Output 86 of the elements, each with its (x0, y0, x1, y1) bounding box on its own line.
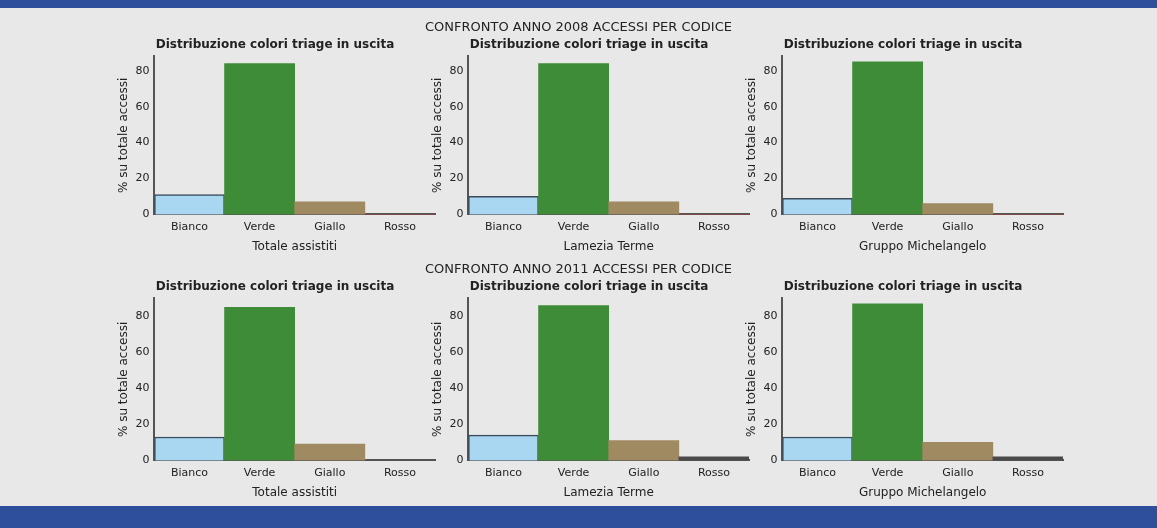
y-tick-label: 0 (141, 453, 149, 467)
y-tick-label: 80 (448, 63, 463, 77)
chart-title: Distribuzione colori triage in uscita (155, 37, 394, 52)
x-axis-title: Gruppo Michelangelo (858, 484, 986, 499)
bar (223, 307, 295, 461)
y-tick-label: 80 (762, 63, 777, 77)
y-tick-label: 20 (448, 171, 463, 185)
x-tick-label: Rosso (383, 219, 416, 233)
x-tick-label: Bianco (170, 219, 208, 233)
y-axis-title: % su totale accessi (115, 321, 130, 438)
y-axis-title: % su totale accessi (743, 77, 758, 194)
x-tick-label: Rosso (1011, 219, 1044, 233)
bar (921, 442, 993, 461)
x-tick-label: Giallo (313, 219, 346, 233)
bar (537, 305, 609, 461)
x-tick-label: Verde (243, 465, 276, 479)
y-tick-label: 40 (762, 381, 777, 395)
x-tick-label: Rosso (697, 219, 730, 233)
x-axis-title: Lamezia Terme (563, 484, 654, 499)
y-tick-label: 40 (448, 135, 463, 149)
y-tick-label: 60 (134, 345, 149, 359)
x-tick-label: Bianco (798, 219, 836, 233)
x-tick-label: Rosso (1011, 465, 1044, 479)
y-tick-label: 80 (448, 309, 463, 323)
y-axis-title: % su totale accessi (115, 77, 130, 194)
y-tick-label: 20 (134, 417, 149, 431)
bar (607, 440, 679, 461)
y-axis-title: % su totale accessi (429, 321, 444, 438)
y-tick-label: 60 (134, 99, 149, 113)
bar (293, 201, 365, 215)
text: CONFRONTO ANNO 2011 ACCESSI PER CODICE (425, 261, 732, 276)
y-tick-label: 0 (141, 207, 149, 221)
x-tick-label: Giallo (627, 219, 660, 233)
chart-title: Distribuzione colori triage in uscita (155, 279, 394, 294)
y-tick-label: 60 (448, 99, 463, 113)
y-tick-label: 20 (134, 171, 149, 185)
x-tick-label: Giallo (313, 465, 346, 479)
y-tick-label: 60 (762, 99, 777, 113)
y-tick-label: 40 (134, 381, 149, 395)
y-tick-label: 60 (762, 345, 777, 359)
x-tick-label: Verde (871, 465, 904, 479)
y-tick-label: 80 (134, 309, 149, 323)
y-tick-label: 80 (134, 63, 149, 77)
bar (537, 63, 609, 215)
y-tick-label: 40 (448, 381, 463, 395)
chart-title: Distribuzione colori triage in uscita (783, 279, 1022, 294)
x-tick-label: Verde (871, 219, 904, 233)
x-tick-label: Bianco (484, 465, 522, 479)
y-axis-title: % su totale accessi (429, 77, 444, 194)
x-axis-title: Totale assistiti (250, 484, 337, 499)
y-tick-label: 80 (762, 309, 777, 323)
x-tick-label: Giallo (941, 465, 974, 479)
x-tick-label: Verde (243, 219, 276, 233)
y-tick-label: 0 (769, 207, 777, 221)
x-axis-title: Gruppo Michelangelo (858, 238, 986, 253)
x-tick-label: Giallo (941, 219, 974, 233)
x-tick-label: Rosso (697, 465, 730, 479)
y-tick-label: 20 (448, 417, 463, 431)
y-tick-label: 40 (762, 135, 777, 149)
bar (223, 63, 295, 215)
x-tick-label: Verde (557, 465, 590, 479)
bar (607, 201, 679, 215)
text: CONFRONTO ANNO 2008 ACCESSI PER CODICE (425, 19, 732, 34)
x-tick-label: Bianco (484, 219, 522, 233)
x-tick-label: Giallo (627, 465, 660, 479)
y-tick-label: 20 (762, 417, 777, 431)
y-tick-label: 40 (134, 135, 149, 149)
x-axis-title: Lamezia Terme (563, 238, 654, 253)
y-tick-label: 0 (455, 453, 463, 467)
y-axis-title: % su totale accessi (743, 321, 758, 438)
x-tick-label: Bianco (798, 465, 836, 479)
chart-title: Distribuzione colori triage in uscita (469, 279, 708, 294)
bar (921, 203, 993, 215)
y-tick-label: 60 (448, 345, 463, 359)
y-tick-label: 20 (762, 171, 777, 185)
bar (851, 61, 923, 215)
chart-title: Distribuzione colori triage in uscita (469, 37, 708, 52)
y-tick-label: 0 (455, 207, 463, 221)
bar (293, 443, 365, 461)
x-axis-title: Totale assistiti (250, 238, 337, 253)
chart-title: Distribuzione colori triage in uscita (783, 37, 1022, 52)
x-tick-label: Bianco (170, 465, 208, 479)
bar (851, 303, 923, 461)
x-tick-label: Verde (557, 219, 590, 233)
x-tick-label: Rosso (383, 465, 416, 479)
y-tick-label: 0 (769, 453, 777, 467)
